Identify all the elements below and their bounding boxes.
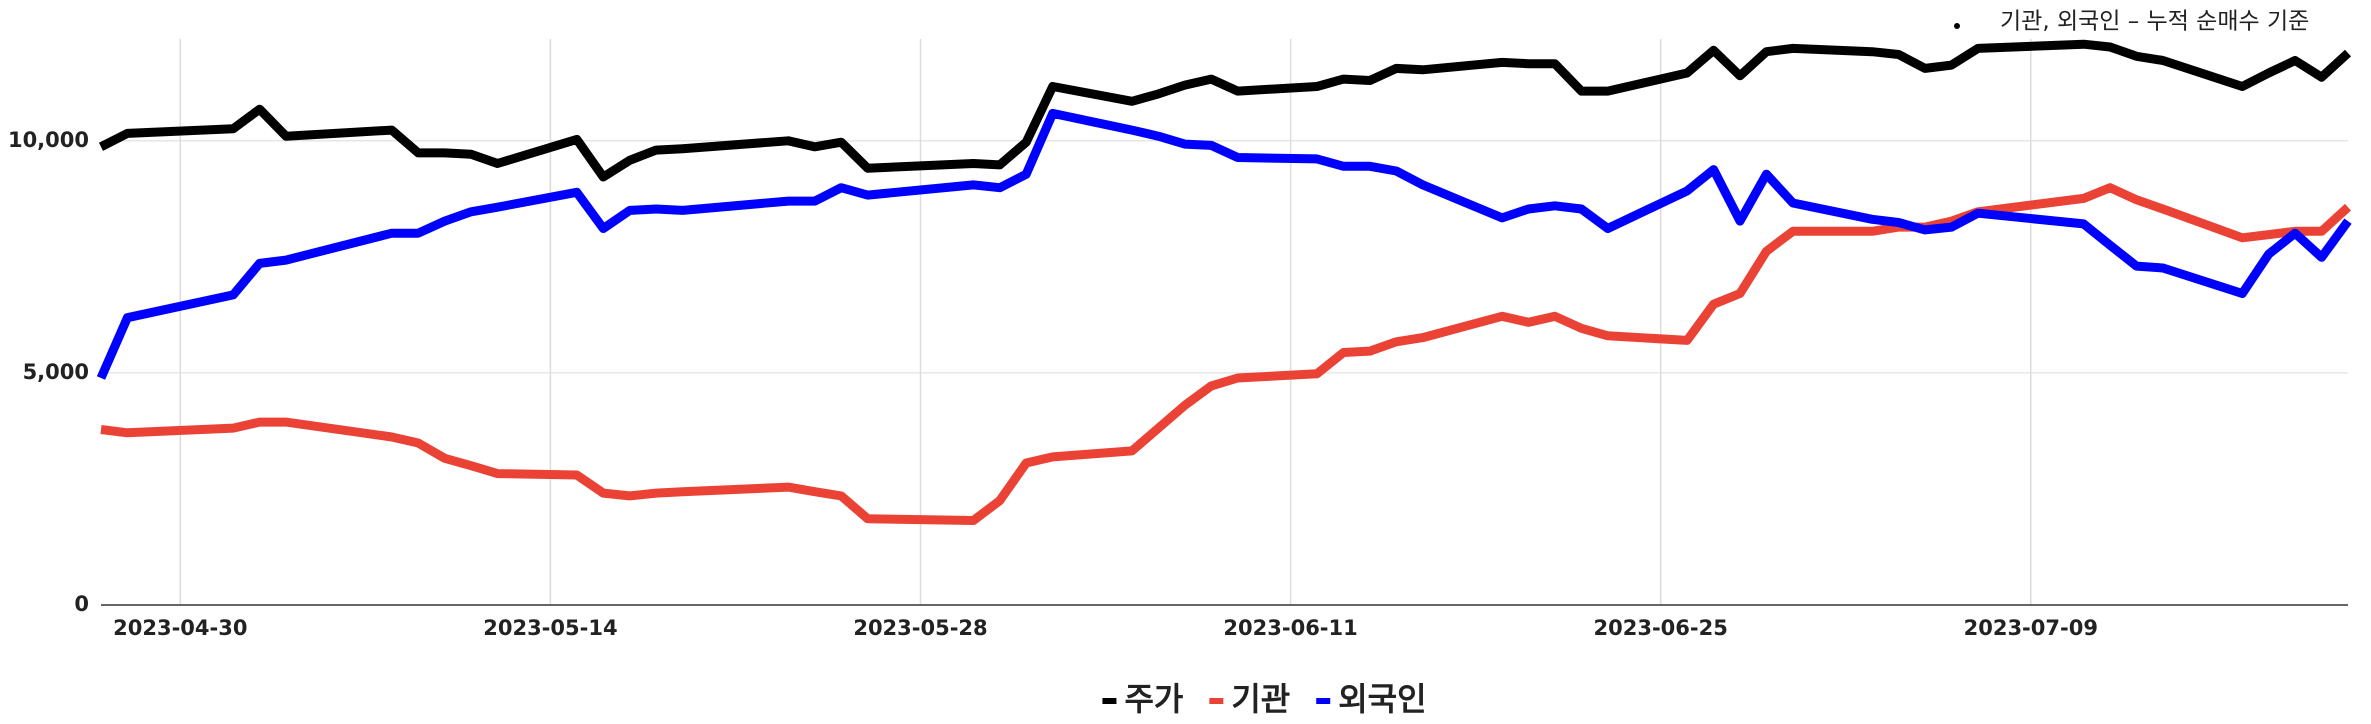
- annotation-bullet: [1954, 23, 1960, 29]
- annotation: 기관, 외국인 – 누적 순매수 기준: [2000, 9, 2309, 35]
- legend-label: 기관: [1231, 680, 1290, 718]
- legend-label: 외국인: [1338, 680, 1426, 718]
- legend-label: 주가: [1124, 680, 1183, 718]
- x-tick-label: 2023-06-11: [1223, 616, 1357, 640]
- series-line: [98, 39, 2352, 182]
- x-tick-label: 2023-06-25: [1594, 616, 1728, 640]
- series-line: [96, 108, 2352, 380]
- y-tick-label: 0: [74, 592, 89, 616]
- legend: 주가 기관 외국인: [1102, 680, 1427, 718]
- x-tick-label: 2023-05-28: [853, 616, 987, 640]
- y-tick-label: 5,000: [23, 360, 89, 384]
- legend-swatch: [1102, 698, 1117, 704]
- series-line: [100, 183, 2352, 525]
- legend-swatch: [1209, 698, 1224, 704]
- legend-swatch: [1316, 698, 1331, 704]
- x-tick-label: 2023-04-30: [113, 616, 247, 640]
- y-tick-label: 10,000: [8, 128, 89, 152]
- x-tick-label: 2023-05-14: [483, 616, 617, 640]
- x-tick-label: 2023-07-09: [1964, 616, 2098, 640]
